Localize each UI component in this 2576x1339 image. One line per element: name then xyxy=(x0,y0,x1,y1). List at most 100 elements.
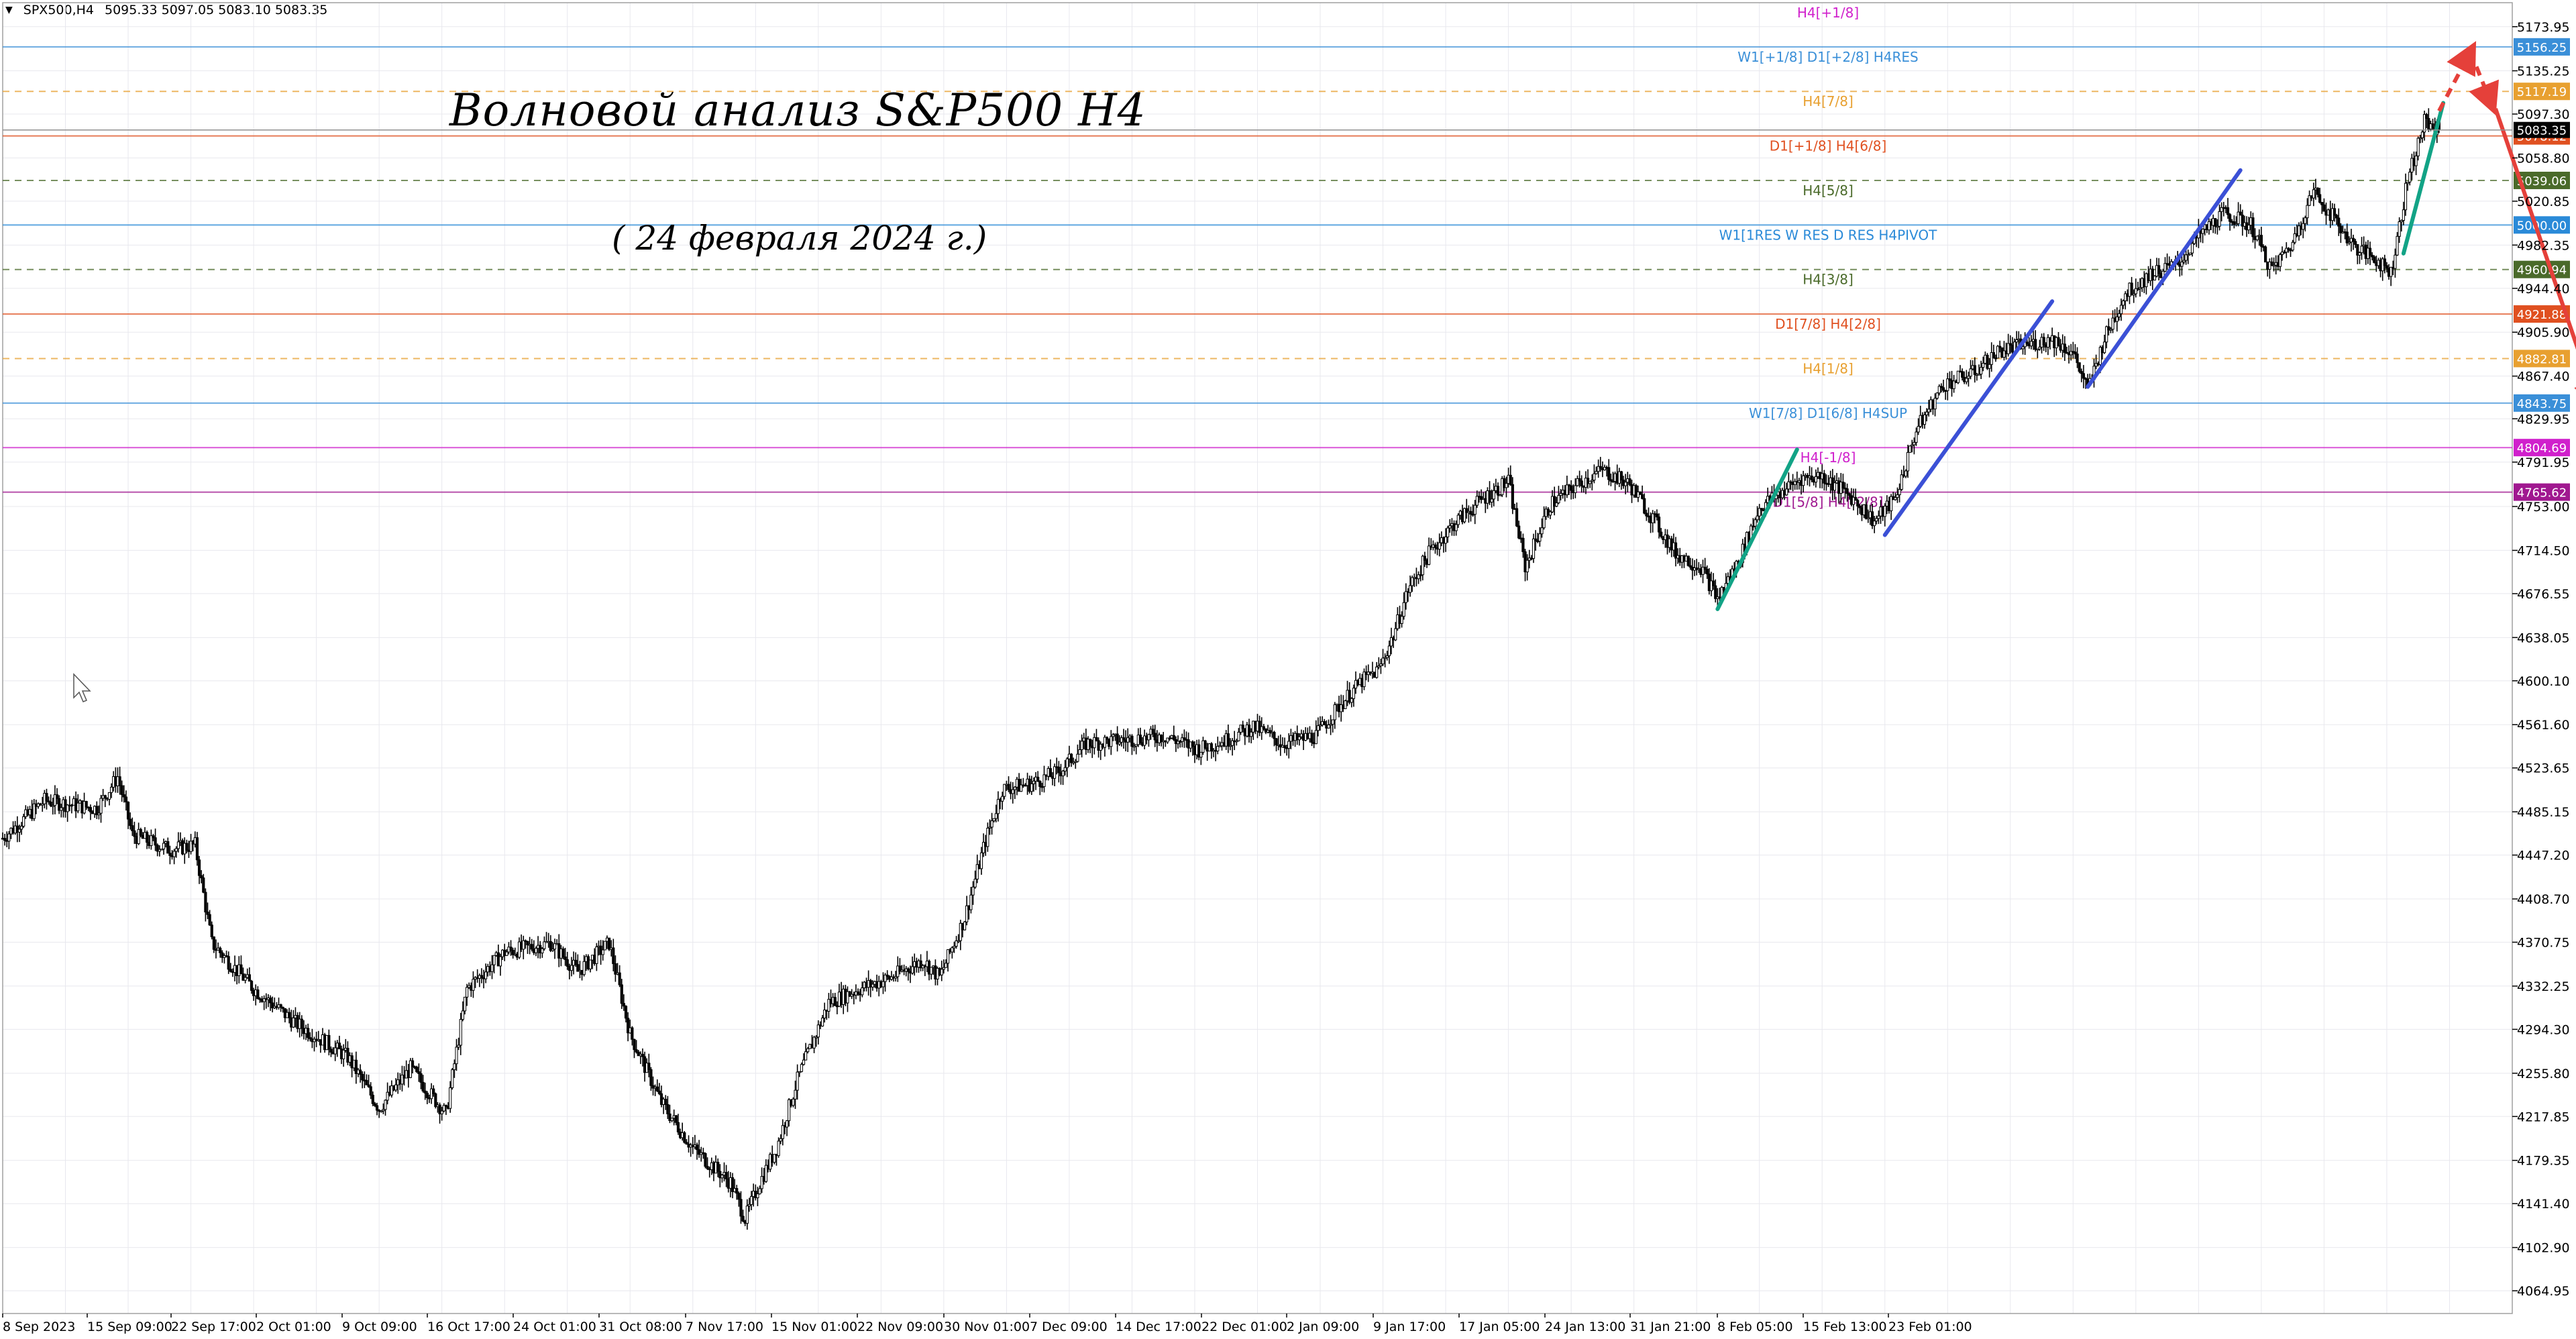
candle-body xyxy=(718,1171,722,1179)
candle-body xyxy=(139,828,142,836)
candle-body xyxy=(1444,536,1448,544)
candle-body xyxy=(122,794,125,798)
candle-body xyxy=(2184,254,2188,261)
candle-body xyxy=(484,971,488,979)
candle-body xyxy=(154,837,157,846)
candle-body xyxy=(871,983,874,987)
candle-body xyxy=(463,996,467,1012)
candle-body xyxy=(955,940,958,947)
candle-body xyxy=(2308,195,2311,206)
x-tick-label: 9 Jan 17:00 xyxy=(1373,1320,1446,1334)
candle-body xyxy=(2293,233,2296,243)
candle-body xyxy=(2122,300,2125,306)
candle-body xyxy=(2354,241,2357,245)
candle-body xyxy=(2082,373,2086,379)
x-tick-label: 30 Nov 01:00 xyxy=(944,1320,1030,1334)
candle-body xyxy=(1555,502,1558,507)
candle-body xyxy=(794,1089,797,1100)
candle-body xyxy=(1199,751,1203,758)
candle-body xyxy=(1538,533,1542,542)
candle-body xyxy=(2285,248,2288,253)
candle-body xyxy=(1823,473,1826,484)
candle-body xyxy=(99,798,103,814)
candle-body xyxy=(1283,745,1287,748)
candle-body xyxy=(641,1053,645,1057)
candle-body xyxy=(959,922,962,941)
candle-body xyxy=(47,800,50,803)
candle-body xyxy=(618,972,621,985)
candle-body xyxy=(1344,700,1347,709)
candle-body xyxy=(603,941,606,951)
candle-body xyxy=(1423,555,1427,561)
candle-body xyxy=(2042,337,2045,345)
candle-body xyxy=(716,1162,720,1172)
candle-body xyxy=(911,966,914,974)
candle-body xyxy=(647,1063,651,1070)
candle-body xyxy=(2076,354,2079,364)
x-tick-label: 7 Nov 17:00 xyxy=(686,1320,763,1334)
candle-body xyxy=(2383,258,2386,266)
candle-body xyxy=(846,991,849,1004)
x-tick-label: 9 Oct 09:00 xyxy=(342,1320,417,1334)
candle-body xyxy=(627,1018,630,1034)
candle-body xyxy=(1404,591,1407,603)
candle-body xyxy=(1965,378,1968,382)
level-price-tag: 5156.25 xyxy=(2514,38,2570,56)
chart-header: ▼ SPX500,H4 5095.33 5097.05 5083.10 5083… xyxy=(5,3,327,17)
candle-body xyxy=(1387,645,1391,656)
candle-body xyxy=(1011,789,1014,794)
candle-body xyxy=(885,974,889,977)
candle-body xyxy=(1591,480,1594,482)
candle-body xyxy=(906,968,910,972)
candle-body xyxy=(195,837,199,861)
candle-body xyxy=(2008,343,2012,345)
candle-body xyxy=(760,1176,763,1189)
candle-body xyxy=(1542,516,1546,529)
candle-body xyxy=(1960,371,1964,378)
candle-body xyxy=(76,802,80,812)
candle-body xyxy=(979,852,983,869)
candle-body xyxy=(649,1069,653,1086)
candle-body xyxy=(1262,726,1265,729)
level-label: H4[1/8] xyxy=(1803,360,1854,376)
x-tick-label: 23 Feb 01:00 xyxy=(1888,1320,1972,1334)
candle-body xyxy=(1935,392,1939,399)
candle-body xyxy=(595,946,598,964)
candle-body xyxy=(633,1038,636,1051)
candle-body xyxy=(1287,741,1291,749)
candle-body xyxy=(1909,445,1912,453)
dropdown-triangle-icon[interactable]: ▼ xyxy=(5,5,13,15)
candle-body xyxy=(1980,367,1983,375)
candle-body xyxy=(1793,481,1796,485)
level-price-tag: 5117.19 xyxy=(2514,83,2570,101)
candle-body xyxy=(1093,737,1096,749)
candle-body xyxy=(1657,517,1661,533)
y-tick-label: 4982.35 xyxy=(2517,238,2570,253)
candle-body xyxy=(806,1048,810,1053)
candle-body xyxy=(129,818,132,826)
candle-body xyxy=(150,835,153,847)
candle-body xyxy=(1065,758,1069,768)
mouse-cursor-icon xyxy=(73,673,91,702)
candle-body xyxy=(120,785,123,795)
candle-body xyxy=(103,795,107,799)
price-tag-box xyxy=(2514,439,2570,457)
candle-body xyxy=(438,1104,441,1114)
x-tick-label: 14 Dec 17:00 xyxy=(1116,1320,1201,1334)
candle-body xyxy=(1847,493,1851,496)
candle-body xyxy=(2241,215,2244,227)
price-tag-text: 4960.94 xyxy=(2517,264,2567,278)
x-tick-label: 17 Jan 05:00 xyxy=(1459,1320,1540,1334)
y-tick-label: 5135.25 xyxy=(2517,64,2570,79)
candle-body xyxy=(2312,189,2315,199)
candle-body xyxy=(32,803,36,819)
y-tick-label: 5020.85 xyxy=(2517,195,2570,209)
candle-body xyxy=(97,812,101,816)
candle-body xyxy=(1509,474,1512,485)
candle-body xyxy=(133,830,136,837)
level-label: D1[+1/8] H4[6/8] xyxy=(1770,138,1887,154)
candle-body xyxy=(2264,246,2267,263)
level-price-tag: 4882.81 xyxy=(2514,350,2570,368)
y-tick-label: 4753.00 xyxy=(2517,500,2570,515)
